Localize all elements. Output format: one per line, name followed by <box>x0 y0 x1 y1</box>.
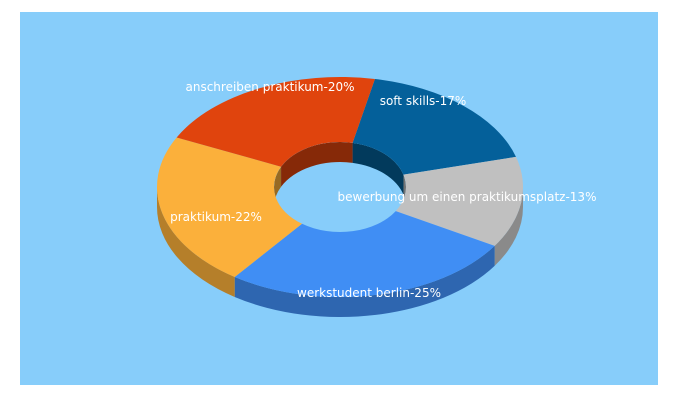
slice-label-0: soft skills-17% <box>380 94 467 108</box>
slice-3[interactable] <box>157 137 303 277</box>
slice-labels: soft skills-17% bewerbung um einen prakti… <box>170 80 596 300</box>
slice-label-1: bewerbung um einen praktikumsplatz-13% <box>338 190 597 204</box>
slice-inner-wall-0 <box>352 142 404 195</box>
slice-side-3 <box>157 187 235 297</box>
slice-label-3: praktikum-22% <box>170 210 262 224</box>
slice-label-2: werkstudent berlin-25% <box>297 286 441 300</box>
slice-0[interactable] <box>352 79 516 175</box>
slice-side-1 <box>494 187 524 266</box>
slice-top-faces <box>157 76 523 297</box>
slice-1[interactable] <box>395 156 523 246</box>
slice-2[interactable] <box>234 211 495 297</box>
slice-4[interactable] <box>176 76 375 167</box>
donut-sides <box>157 187 524 317</box>
slice-inner-wall-4 <box>281 142 353 187</box>
donut-top <box>157 76 523 297</box>
slice-inner-wall-3 <box>274 166 282 207</box>
slice-label-4: anschreiben praktikum-20% <box>186 80 355 94</box>
slice-side-2 <box>234 245 495 317</box>
